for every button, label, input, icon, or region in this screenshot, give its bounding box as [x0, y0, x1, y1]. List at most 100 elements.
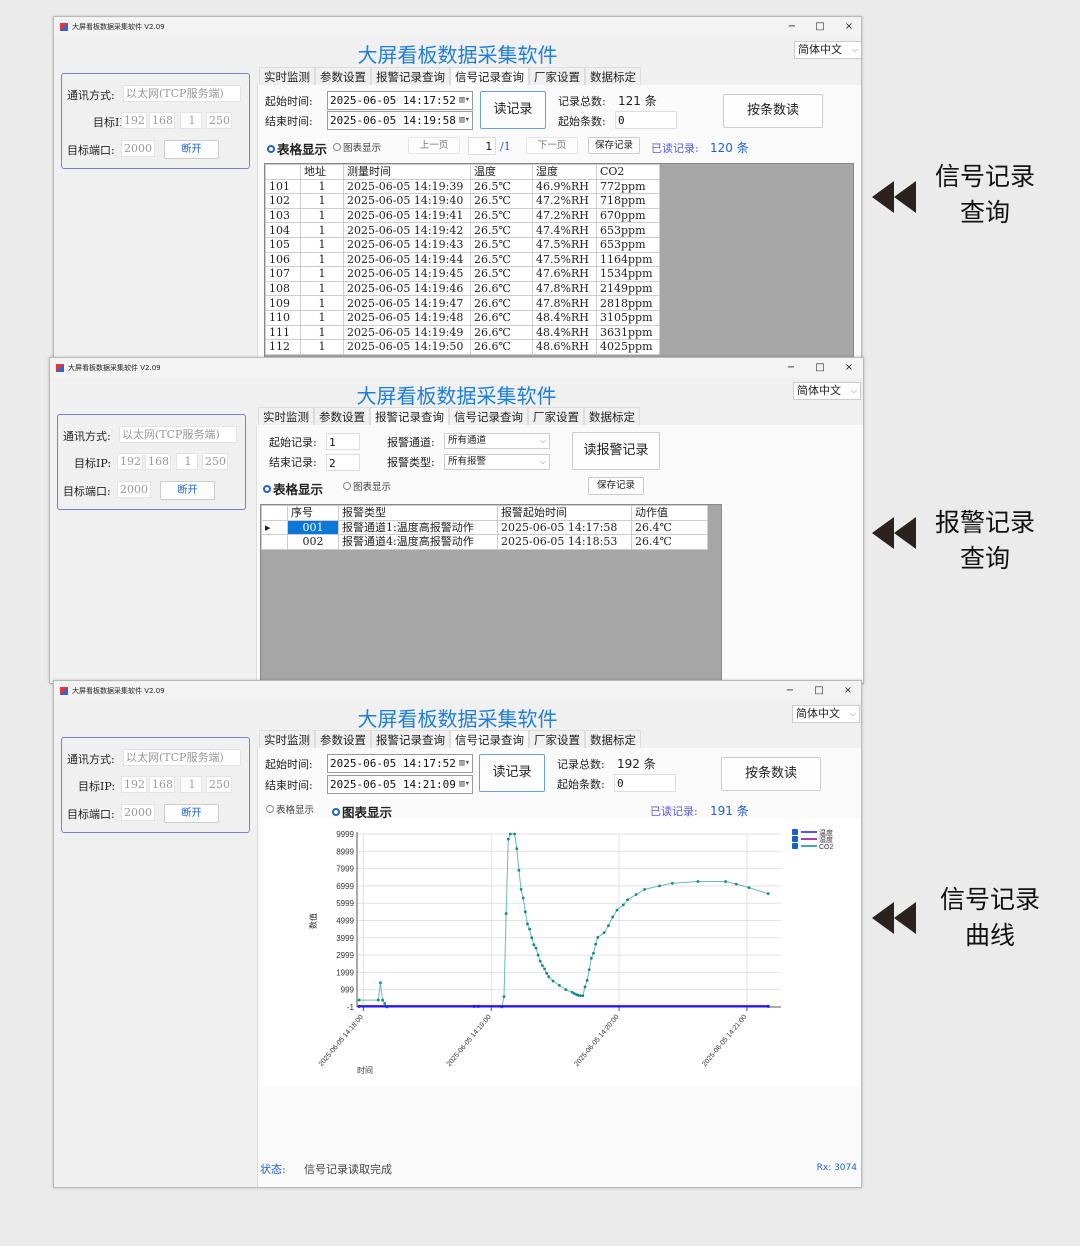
ip-octet-3[interactable]: 1 — [180, 776, 202, 793]
ip-octet-2[interactable]: 168 — [145, 453, 171, 470]
start-count-input[interactable]: 0 — [614, 774, 676, 792]
ip-octet-3[interactable]: 1 — [176, 453, 198, 470]
ip-octet-3[interactable]: 1 — [180, 112, 202, 129]
read-alarm-records-button[interactable]: 读报警记录 — [572, 432, 660, 470]
table-row[interactable]: 112 1 2025-06-05 14:19:50 26.6℃ 48.6%RH 4025p… — [265, 339, 660, 355]
calendar-icon[interactable]: ▥▾ — [459, 115, 470, 125]
table-view-radio[interactable]: 表格显示 — [266, 802, 314, 816]
read-by-count-button[interactable]: 按条数读 — [721, 757, 821, 791]
tab-alarm-query[interactable]: 报警记录查询 — [370, 407, 449, 425]
tab-signal-query[interactable]: 信号记录查询 — [450, 730, 529, 748]
disconnect-button[interactable]: 断开 — [164, 804, 219, 823]
table-view-radio[interactable]: 表格显示 — [263, 479, 323, 498]
ip-octet-4[interactable]: 250 — [202, 453, 228, 470]
chart-view-radio[interactable]: 图表显示 — [333, 140, 381, 154]
column-header[interactable]: 序号 — [287, 505, 339, 521]
table-row[interactable]: 101 1 2025-06-05 14:19:39 26.5℃ 46.9%RH 772pp… — [265, 178, 660, 195]
alarm-type-select[interactable]: 所有报警 ⌵ — [444, 454, 550, 470]
maximize-button[interactable]: □ — [815, 362, 825, 373]
calendar-icon[interactable]: ▥▾ — [459, 95, 470, 105]
close-button[interactable]: × — [844, 362, 854, 373]
tab-params[interactable]: 参数设置 — [315, 67, 371, 85]
read-records-button[interactable]: 读记录 — [480, 91, 546, 129]
table-view-radio[interactable]: 表格显示 — [267, 139, 327, 158]
tab-params[interactable]: 参数设置 — [314, 407, 370, 425]
next-page-button[interactable]: 下一页 — [526, 137, 578, 154]
ip-octet-1[interactable]: 192 — [117, 453, 143, 470]
table-row[interactable]: 002 报警通道4:温度高报警动作 2025-06-05 14:18:53 26.4℃ — [261, 534, 708, 550]
column-header[interactable]: 报警类型 — [338, 505, 498, 521]
table-row[interactable]: 109 1 2025-06-05 14:19:47 26.6℃ 47.8%RH 2818p… — [265, 295, 660, 311]
end-time-picker[interactable]: 2025-06-05 14:21:09 ▥▾ — [327, 775, 473, 794]
tab-realtime[interactable]: 实时监测 — [258, 407, 314, 425]
alarm-data-grid[interactable]: 序号 报警类型 报警起始时间 动作值 ▸ 001 报警通道1:温度高报警动作 2025-06-… — [260, 504, 722, 683]
table-row[interactable]: 106 1 2025-06-05 14:19:44 26.5℃ 47.5%RH 1164p… — [265, 251, 660, 268]
tab-realtime[interactable]: 实时监测 — [259, 730, 315, 748]
ip-octet-1[interactable]: 192 — [121, 112, 147, 129]
disconnect-button[interactable]: 断开 — [164, 140, 219, 159]
table-row[interactable]: 103 1 2025-06-05 14:19:41 26.5℃ 47.2%RH 670pp… — [265, 207, 660, 224]
language-select[interactable]: 简体中文 ⌵ — [792, 705, 860, 723]
save-records-button[interactable]: 保存记录 — [588, 137, 640, 154]
end-record-input[interactable]: 2 — [326, 454, 360, 471]
start-count-input[interactable]: 0 — [615, 111, 677, 129]
tab-calibration[interactable]: 数据标定 — [585, 730, 641, 748]
table-row[interactable]: 107 1 2025-06-05 14:19:45 26.5℃ 47.6%RH 1534p… — [265, 266, 660, 282]
maximize-button[interactable]: □ — [815, 21, 825, 32]
table-row[interactable]: 111 1 2025-06-05 14:19:49 26.6℃ 48.4%RH 3631p… — [265, 324, 660, 341]
column-header[interactable] — [265, 164, 301, 180]
table-row[interactable]: 105 1 2025-06-05 14:19:43 26.5℃ 47.5%RH 653pp… — [265, 236, 660, 253]
column-header[interactable]: 温度 — [470, 164, 533, 180]
tab-realtime[interactable]: 实时监测 — [259, 67, 315, 85]
chart-view-radio[interactable]: 图表显示 — [332, 802, 392, 821]
ip-octet-2[interactable]: 168 — [149, 776, 175, 793]
prev-page-button[interactable]: 上一页 — [408, 137, 460, 154]
tab-factory[interactable]: 厂家设置 — [529, 730, 585, 748]
save-records-button[interactable]: 保存记录 — [588, 477, 644, 495]
ip-octet-4[interactable]: 250 — [206, 776, 232, 793]
disconnect-button[interactable]: 断开 — [160, 481, 215, 500]
table-row[interactable]: 102 1 2025-06-05 14:19:40 26.5℃ 47.2%RH 718pp… — [265, 193, 660, 209]
column-header[interactable]: CO2 — [596, 164, 660, 180]
tab-alarm-query[interactable]: 报警记录查询 — [371, 67, 450, 85]
table-row[interactable]: 104 1 2025-06-05 14:19:42 26.5℃ 47.4%RH 653pp… — [265, 222, 660, 238]
close-button[interactable]: × — [844, 21, 854, 32]
tab-factory[interactable]: 厂家设置 — [529, 67, 585, 85]
mode-select[interactable]: 以太网(TCP服务端) — [123, 749, 241, 766]
mode-select[interactable]: 以太网(TCP服务端) — [119, 426, 237, 443]
minimize-button[interactable]: − — [786, 362, 796, 373]
column-header[interactable] — [261, 505, 288, 521]
tab-signal-query[interactable]: 信号记录查询 — [450, 67, 529, 85]
chart-view-radio[interactable]: 图表显示 — [343, 479, 391, 493]
calendar-icon[interactable]: ▥▾ — [459, 758, 470, 768]
column-header[interactable]: 动作值 — [631, 505, 708, 521]
table-row[interactable]: ▸ 001 报警通道1:温度高报警动作 2025-06-05 14:17:58 26.4… — [261, 519, 708, 536]
read-by-count-button[interactable]: 按条数读 — [723, 94, 823, 128]
table-row[interactable]: 108 1 2025-06-05 14:19:46 26.6℃ 47.8%RH 2149p… — [265, 280, 660, 297]
tab-alarm-query[interactable]: 报警记录查询 — [371, 730, 450, 748]
tab-calibration[interactable]: 数据标定 — [584, 407, 640, 425]
tab-signal-query[interactable]: 信号记录查询 — [449, 407, 528, 425]
ip-octet-4[interactable]: 250 — [206, 112, 232, 129]
close-button[interactable]: × — [843, 685, 853, 696]
minimize-button[interactable]: − — [787, 21, 797, 32]
mode-select[interactable]: 以太网(TCP服务端) — [123, 85, 241, 102]
tab-params[interactable]: 参数设置 — [315, 730, 371, 748]
port-input[interactable]: 2000 — [121, 140, 155, 157]
language-select[interactable]: 简体中文 ⌵ — [794, 41, 861, 59]
start-record-input[interactable]: 1 — [326, 433, 360, 450]
column-header[interactable]: 湿度 — [532, 164, 597, 180]
column-header[interactable]: 测量时间 — [343, 164, 471, 180]
read-records-button[interactable]: 读记录 — [479, 754, 545, 792]
start-time-picker[interactable]: 2025-06-05 14:17:52 ▥▾ — [327, 91, 473, 110]
signal-data-grid[interactable]: 地址 测量时间 温度 湿度 CO2 101 1 2025-06-05 14:19:39 26.5… — [264, 163, 854, 360]
page-input[interactable]: 1 — [468, 137, 496, 155]
alarm-channel-select[interactable]: 所有通道 ⌵ — [444, 433, 550, 449]
column-header[interactable]: 地址 — [300, 164, 344, 180]
tab-factory[interactable]: 厂家设置 — [528, 407, 584, 425]
maximize-button[interactable]: □ — [814, 685, 824, 696]
ip-octet-1[interactable]: 192 — [121, 776, 147, 793]
ip-octet-2[interactable]: 168 — [149, 112, 175, 129]
port-input[interactable]: 2000 — [117, 481, 151, 498]
port-input[interactable]: 2000 — [121, 804, 155, 821]
